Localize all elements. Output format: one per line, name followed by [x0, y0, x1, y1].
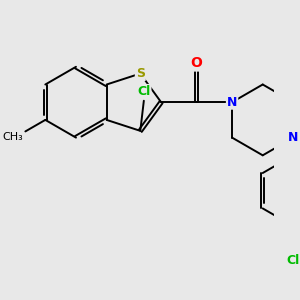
Text: Cl: Cl	[287, 254, 300, 267]
Text: CH₃: CH₃	[3, 132, 24, 142]
Text: Cl: Cl	[137, 85, 151, 98]
Text: N: N	[288, 131, 298, 144]
Text: N: N	[227, 96, 237, 109]
Text: O: O	[190, 56, 202, 70]
Text: S: S	[136, 67, 145, 80]
